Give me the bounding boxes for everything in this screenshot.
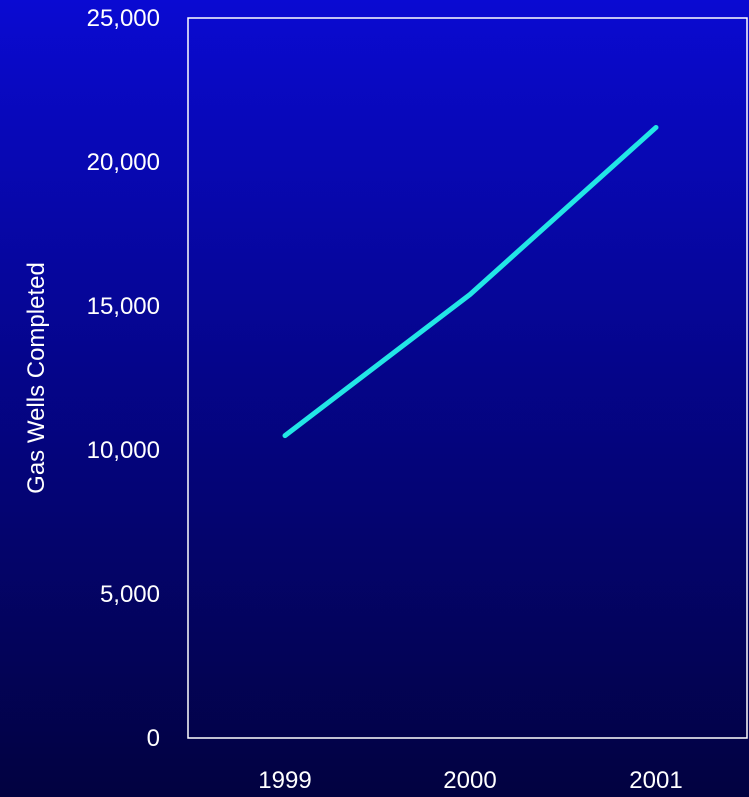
series-group <box>282 124 659 439</box>
x-tick-label: 2000 <box>443 767 496 794</box>
x-axis-ticks: 1999 2000 2001 <box>258 767 682 794</box>
y-tick-label: 25,000 <box>87 5 160 32</box>
y-tick-label: 0 <box>147 725 160 752</box>
y-tick-label: 5,000 <box>100 581 160 608</box>
x-tick-label: 1999 <box>258 767 311 794</box>
y-axis-label: Gas Wells Completed <box>23 262 50 494</box>
plot-area-frame <box>187 17 748 739</box>
series-line <box>282 124 659 439</box>
x-tick-label: 2001 <box>629 767 682 794</box>
y-tick-label: 15,000 <box>87 293 160 320</box>
y-tick-label: 20,000 <box>87 149 160 176</box>
y-tick-label: 10,000 <box>87 437 160 464</box>
y-axis-ticks: 0 5,000 10,000 15,000 20,000 25,000 <box>87 5 160 752</box>
